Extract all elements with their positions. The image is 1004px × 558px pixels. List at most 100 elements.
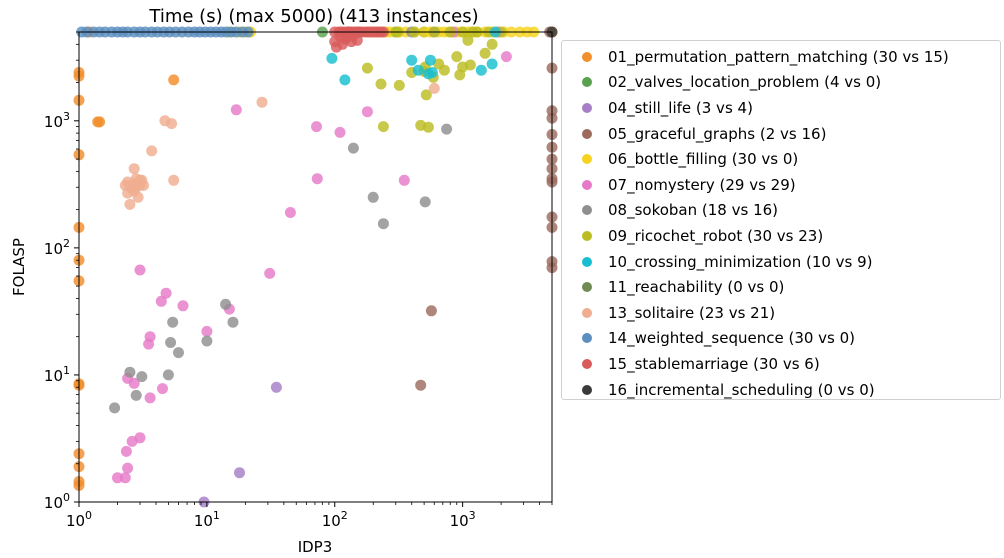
legend-item: 15_stablemarriage (30 vs 6) — [562, 351, 1000, 377]
data-point — [486, 58, 498, 70]
data-point — [168, 174, 180, 186]
data-point — [112, 472, 123, 484]
data-point — [168, 74, 180, 86]
data-point — [339, 74, 351, 86]
data-point — [420, 89, 432, 101]
legend-item: 04_still_life (3 vs 4) — [562, 95, 1000, 121]
legend-marker — [582, 230, 592, 241]
legend-label: 07_nomystery (29 vs 29) — [608, 175, 796, 194]
y-tick-label: 101 — [44, 364, 70, 385]
data-point — [486, 38, 498, 50]
data-point — [201, 335, 213, 347]
data-point — [462, 34, 474, 46]
data-point — [361, 62, 373, 74]
legend-label: 11_reachability (0 vs 0) — [608, 278, 785, 297]
data-point — [166, 118, 178, 130]
legend-marker — [582, 256, 592, 267]
legend-marker — [582, 282, 592, 293]
data-point — [130, 389, 142, 401]
legend-marker — [582, 128, 592, 139]
data-point — [230, 104, 242, 116]
data-point — [419, 196, 431, 208]
x-tick-label: 102 — [322, 509, 348, 530]
data-point — [134, 432, 146, 444]
data-point — [270, 381, 282, 393]
legend-marker — [582, 358, 592, 369]
data-point — [109, 402, 121, 414]
data-point — [428, 82, 440, 94]
legend-label: 10_crossing_minimization (10 vs 9) — [608, 252, 873, 271]
data-point — [157, 383, 168, 395]
y-tick-label: 100 — [44, 491, 70, 512]
legend-item: 02_valves_location_problem (4 vs 0) — [562, 70, 1000, 96]
legend-label: 06_bottle_filling (30 vs 0) — [608, 150, 799, 169]
legend-label: 05_graceful_graphs (2 vs 16) — [608, 124, 827, 143]
legend-marker — [582, 333, 592, 344]
legend-marker — [582, 384, 592, 395]
data-point — [375, 78, 387, 90]
data-point — [160, 287, 172, 299]
legend-label: 01_permutation_pattern_matching (30 vs 1… — [608, 47, 949, 66]
data-point — [398, 174, 410, 186]
legend-marker — [582, 154, 592, 165]
x-tick-label: 101 — [194, 509, 220, 530]
y-tick-label: 103 — [44, 110, 70, 131]
legend-marker — [582, 51, 592, 62]
data-point — [94, 116, 106, 128]
legend-marker — [582, 179, 592, 190]
legend-label: 04_still_life (3 vs 4) — [608, 98, 753, 117]
data-point — [173, 347, 184, 359]
data-point — [124, 366, 136, 378]
data-point — [464, 59, 476, 71]
data-point — [162, 369, 174, 381]
data-point — [144, 392, 156, 404]
data-point — [393, 79, 405, 91]
data-point — [220, 298, 232, 310]
legend-item: 08_sokoban (18 vs 16) — [562, 198, 1000, 224]
data-point — [128, 377, 140, 389]
legend-label: 08_sokoban (18 vs 16) — [608, 201, 779, 220]
data-point — [167, 316, 179, 328]
data-point — [479, 47, 491, 59]
legend-item: 13_solitaire (23 vs 21) — [562, 300, 1000, 326]
legend-label: 13_solitaire (23 vs 21) — [608, 303, 776, 322]
data-point — [425, 305, 437, 317]
legend-marker — [582, 102, 592, 113]
data-point — [120, 445, 132, 457]
legend-item: 16_incremental_scheduling (0 vs 0) — [562, 377, 1000, 403]
data-point — [377, 121, 389, 133]
legend-item: 14_weighted_sequence (30 vs 0) — [562, 326, 1000, 352]
data-point — [146, 145, 158, 157]
legend-label: 16_incremental_scheduling (0 vs 0) — [608, 380, 875, 399]
legend-marker — [582, 307, 592, 318]
legend: 01_permutation_pattern_matching (30 vs 1… — [561, 40, 1001, 400]
x-tick-label: 100 — [66, 509, 92, 530]
data-point — [426, 67, 438, 78]
data-point — [311, 173, 323, 185]
data-point — [264, 267, 276, 279]
data-point — [155, 295, 167, 307]
data-point — [412, 64, 424, 76]
data-point — [284, 207, 296, 218]
legend-label: 15_stablemarriage (30 vs 6) — [608, 354, 820, 373]
data-point — [311, 121, 322, 133]
legend-item: 10_crossing_minimization (10 vs 9) — [562, 249, 1000, 275]
data-point — [500, 51, 512, 63]
data-point — [128, 163, 140, 175]
data-point — [377, 218, 389, 230]
data-point — [438, 64, 450, 76]
data-point — [119, 472, 131, 484]
data-point — [124, 198, 136, 210]
data-point — [475, 64, 487, 76]
data-point — [177, 300, 189, 312]
y-axis-label: FOLASP — [10, 238, 28, 296]
data-point — [128, 178, 140, 190]
data-point — [122, 462, 134, 474]
data-point — [424, 54, 436, 66]
chart-title: Time (s) (max 5000) (413 instances) — [148, 6, 478, 27]
legend-label: 14_weighted_sequence (30 vs 0) — [608, 329, 856, 348]
data-point — [256, 96, 268, 108]
data-point — [451, 51, 463, 63]
legend-item: 05_graceful_graphs (2 vs 16) — [562, 121, 1000, 147]
